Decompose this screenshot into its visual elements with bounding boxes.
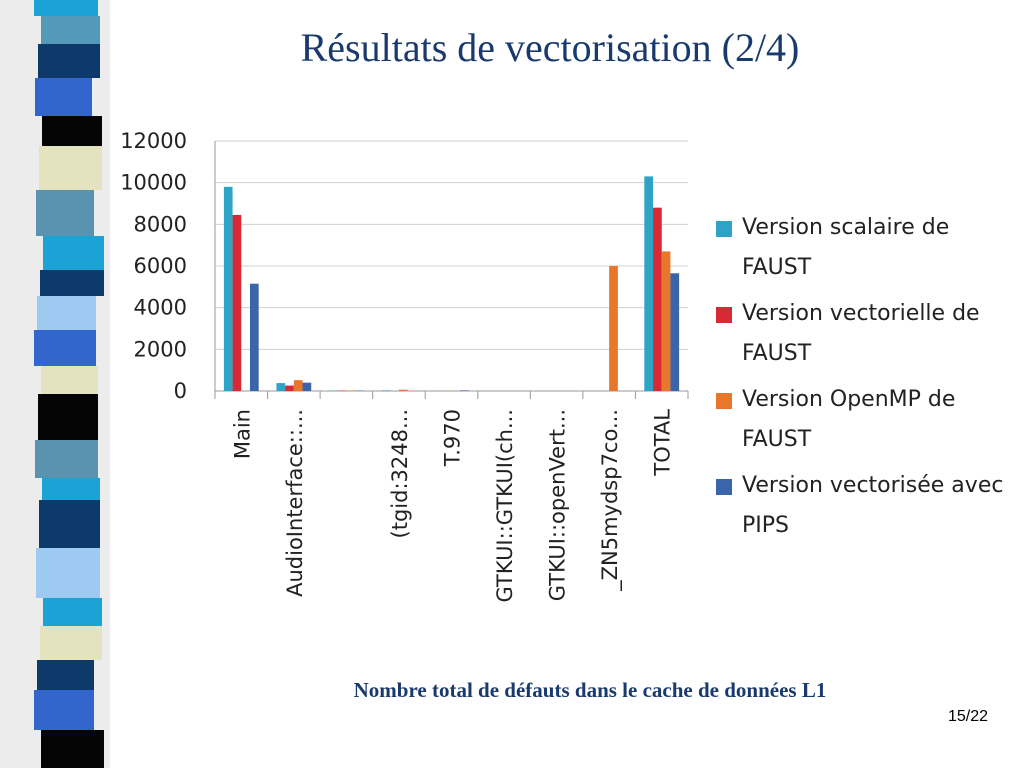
x-category-label: (tgid:3248... xyxy=(388,409,412,538)
x-category-label: Main xyxy=(230,409,254,459)
stripe-block xyxy=(39,146,102,190)
stripe-block xyxy=(41,730,104,768)
stripe-block xyxy=(34,330,96,366)
bar-pips xyxy=(670,273,680,391)
stripe-block xyxy=(38,44,100,78)
stripe-block xyxy=(40,626,102,660)
legend-item-scalar: Version scalaire de FAUST xyxy=(714,208,1019,288)
stripe-block xyxy=(41,16,100,44)
stripe-block xyxy=(40,270,104,296)
legend-item-vector: Version vectorielle de FAUST xyxy=(714,294,1019,374)
x-category-label: _ZN5mydsp7co... xyxy=(598,409,623,592)
stripe-block xyxy=(41,366,98,394)
stripe-block xyxy=(34,690,94,730)
x-category-label: GTKUI::openVert... xyxy=(546,409,570,601)
legend-swatch-scalar xyxy=(716,221,732,237)
bar-vector xyxy=(285,385,294,391)
legend-swatch-pips xyxy=(716,479,732,495)
y-tick-label: 12000 xyxy=(120,129,187,153)
stripe-block xyxy=(36,190,94,236)
decorative-stripe-band xyxy=(0,0,120,768)
legend-label-scalar: Version scalaire de FAUST xyxy=(742,215,950,280)
y-tick-label: 10000 xyxy=(120,171,187,195)
y-tick-label: 8000 xyxy=(134,212,187,236)
legend-item-openmp: Version OpenMP de FAUST xyxy=(714,380,1019,460)
bar-pips xyxy=(460,390,469,391)
y-tick-label: 2000 xyxy=(134,337,187,361)
legend-swatch-vector xyxy=(716,307,732,323)
y-tick-label: 4000 xyxy=(134,296,187,320)
chart-bars xyxy=(223,176,680,391)
legend-label-openmp: Version OpenMP de FAUST xyxy=(742,387,956,452)
bar-openmp xyxy=(398,389,408,391)
page-number: 15/22 xyxy=(947,708,988,725)
stripe-block xyxy=(43,598,102,626)
x-category-label: TOTAL xyxy=(651,409,675,477)
bar-scalar xyxy=(644,176,654,391)
chart-caption: Nombre total de défauts dans le cache de… xyxy=(353,678,827,702)
bar-scalar xyxy=(276,383,286,391)
stripe-block xyxy=(42,478,100,500)
bar-scalar xyxy=(381,390,391,391)
bar-vector xyxy=(653,207,662,391)
stripe-block xyxy=(38,394,98,440)
stripe-block xyxy=(37,296,96,330)
x-axis: Main AudioInterface::... (tgid:3248... T.97… xyxy=(230,391,689,602)
bar-vector xyxy=(232,214,242,391)
stripe-block xyxy=(37,660,94,690)
bar-openmp xyxy=(661,251,671,391)
bar-pips xyxy=(249,283,259,391)
bar-scalar xyxy=(223,186,233,391)
y-tick-label: 0 xyxy=(174,379,187,403)
bar-openmp xyxy=(293,380,303,391)
stripe-block xyxy=(36,548,100,598)
stripe-block xyxy=(34,0,98,16)
x-category-label: AudioInterface::... xyxy=(283,409,307,597)
bar-openmp xyxy=(609,266,618,391)
stripe-block xyxy=(39,500,100,548)
legend-swatch-openmp xyxy=(716,393,732,409)
legend-label-vector: Version vectorielle de FAUST xyxy=(742,301,980,366)
bar-chart: 0 2000 4000 6000 8000 10000 12000 Main AudioInt… xyxy=(120,129,689,602)
stripe-block xyxy=(42,116,102,146)
chart-legend: Version scalaire de FAUST Version vector… xyxy=(714,208,1019,552)
slide-title: Résultats de vectorisation (2/4) xyxy=(300,25,800,70)
legend-item-pips: Version vectorisée avec PIPS xyxy=(714,466,1019,546)
y-axis: 0 2000 4000 6000 8000 10000 12000 xyxy=(120,129,216,403)
stripe-block xyxy=(43,236,104,270)
bar-pips xyxy=(302,382,312,391)
x-category-label: GTKUI::GTKUI(ch... xyxy=(493,409,517,602)
y-tick-label: 6000 xyxy=(134,254,187,278)
x-category-label: T.970 xyxy=(441,409,465,467)
legend-label-pips: Version vectorisée avec PIPS xyxy=(742,473,1004,538)
stripe-block xyxy=(35,78,92,116)
stripe-block xyxy=(35,440,98,478)
